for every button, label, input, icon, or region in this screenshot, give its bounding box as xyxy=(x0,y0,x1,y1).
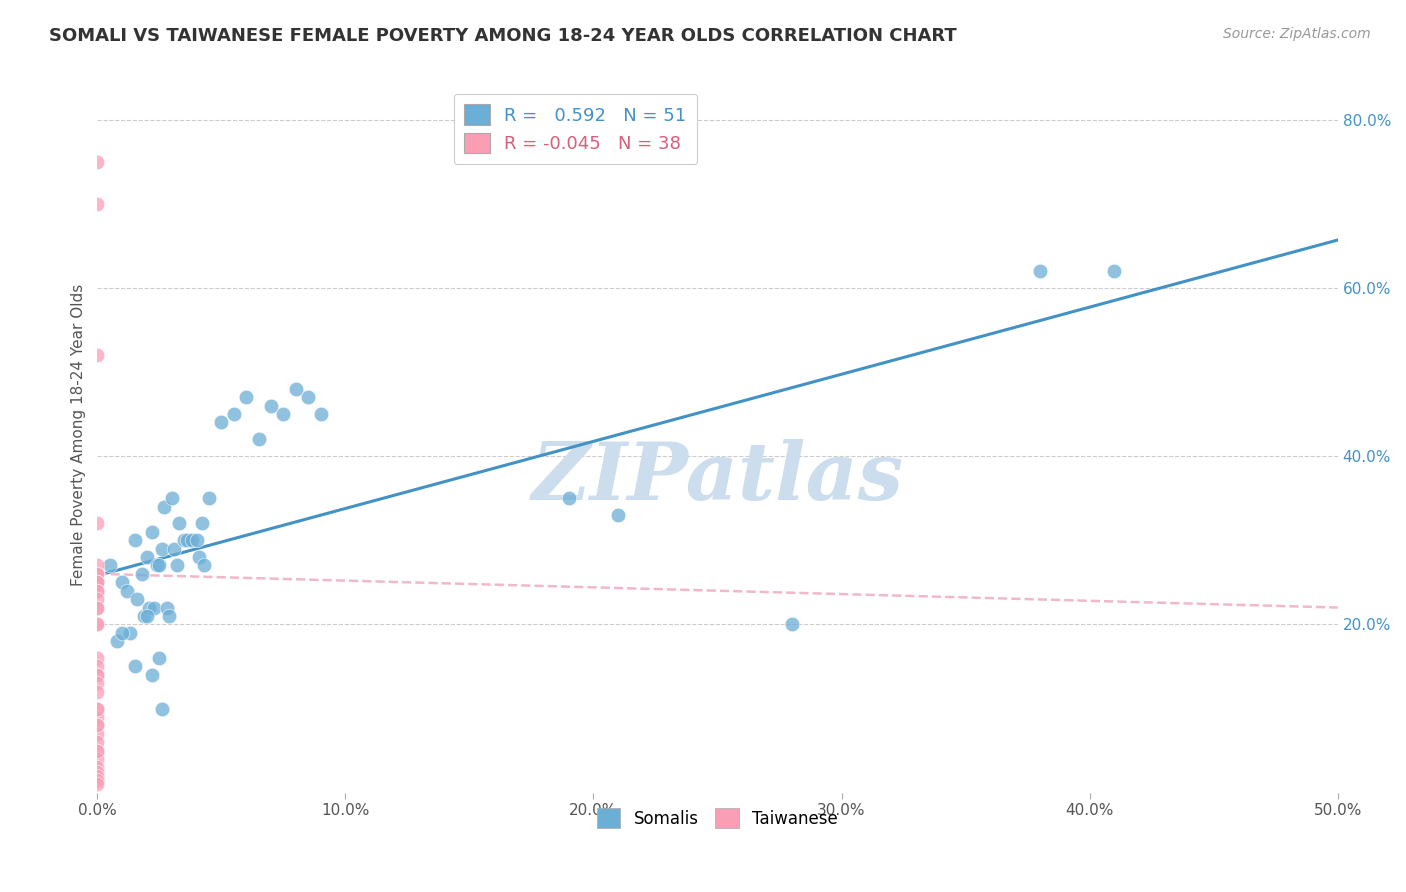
Point xyxy=(86,566,108,581)
Point xyxy=(146,558,169,573)
Point xyxy=(1029,264,1052,278)
Point xyxy=(141,668,163,682)
Point xyxy=(86,154,108,169)
Point xyxy=(190,516,212,531)
Point xyxy=(105,634,128,648)
Point xyxy=(86,668,108,682)
Point xyxy=(86,760,108,774)
Point xyxy=(124,659,146,673)
Point xyxy=(193,558,215,573)
Point xyxy=(124,533,146,548)
Point xyxy=(247,432,270,446)
Point xyxy=(86,752,108,766)
Point xyxy=(86,727,108,741)
Point xyxy=(86,684,108,698)
Point xyxy=(163,541,186,556)
Text: Source: ZipAtlas.com: Source: ZipAtlas.com xyxy=(1223,27,1371,41)
Point xyxy=(607,508,630,522)
Point xyxy=(180,533,202,548)
Point xyxy=(86,718,108,732)
Point xyxy=(297,390,319,404)
Point xyxy=(143,600,166,615)
Y-axis label: Female Poverty Among 18-24 Year Olds: Female Poverty Among 18-24 Year Olds xyxy=(72,284,86,586)
Point xyxy=(86,575,108,590)
Point xyxy=(86,772,108,787)
Point xyxy=(118,625,141,640)
Point xyxy=(173,533,195,548)
Point xyxy=(131,566,153,581)
Text: SOMALI VS TAIWANESE FEMALE POVERTY AMONG 18-24 YEAR OLDS CORRELATION CHART: SOMALI VS TAIWANESE FEMALE POVERTY AMONG… xyxy=(49,27,957,45)
Point xyxy=(86,566,108,581)
Point xyxy=(86,769,108,783)
Point xyxy=(136,609,159,624)
Point xyxy=(156,600,179,615)
Point xyxy=(284,382,307,396)
Point xyxy=(86,764,108,779)
Point xyxy=(198,491,221,505)
Point xyxy=(1104,264,1126,278)
Point xyxy=(86,701,108,715)
Point xyxy=(86,617,108,632)
Point xyxy=(86,600,108,615)
Point xyxy=(86,516,108,531)
Point xyxy=(134,609,156,624)
Point xyxy=(186,533,208,548)
Text: ZIPatlas: ZIPatlas xyxy=(531,439,904,516)
Point xyxy=(141,524,163,539)
Point xyxy=(86,710,108,724)
Point xyxy=(86,659,108,673)
Point xyxy=(188,550,211,565)
Point xyxy=(125,592,148,607)
Point xyxy=(86,735,108,749)
Point xyxy=(86,592,108,607)
Point xyxy=(780,617,803,632)
Point xyxy=(148,651,170,665)
Point xyxy=(160,491,183,505)
Point xyxy=(86,600,108,615)
Point xyxy=(148,558,170,573)
Point xyxy=(86,743,108,757)
Point xyxy=(136,550,159,565)
Point xyxy=(309,407,332,421)
Legend: Somalis, Taiwanese: Somalis, Taiwanese xyxy=(591,802,845,834)
Point xyxy=(86,583,108,598)
Point xyxy=(86,668,108,682)
Point xyxy=(111,575,134,590)
Point xyxy=(557,491,579,505)
Point xyxy=(157,609,180,624)
Point xyxy=(115,583,138,598)
Point xyxy=(273,407,295,421)
Point xyxy=(111,625,134,640)
Point xyxy=(86,575,108,590)
Point xyxy=(167,516,190,531)
Point xyxy=(153,500,176,514)
Point xyxy=(86,617,108,632)
Point xyxy=(150,541,173,556)
Point xyxy=(86,575,108,590)
Point xyxy=(166,558,188,573)
Point xyxy=(86,583,108,598)
Point xyxy=(86,701,108,715)
Point xyxy=(86,743,108,757)
Point xyxy=(86,651,108,665)
Point xyxy=(86,348,108,362)
Point xyxy=(150,701,173,715)
Point xyxy=(222,407,245,421)
Point xyxy=(86,777,108,791)
Point xyxy=(209,416,232,430)
Point xyxy=(86,718,108,732)
Point xyxy=(176,533,198,548)
Point xyxy=(86,676,108,690)
Point xyxy=(98,558,121,573)
Point xyxy=(235,390,257,404)
Point xyxy=(138,600,160,615)
Point xyxy=(260,399,283,413)
Point xyxy=(86,558,108,573)
Point xyxy=(86,196,108,211)
